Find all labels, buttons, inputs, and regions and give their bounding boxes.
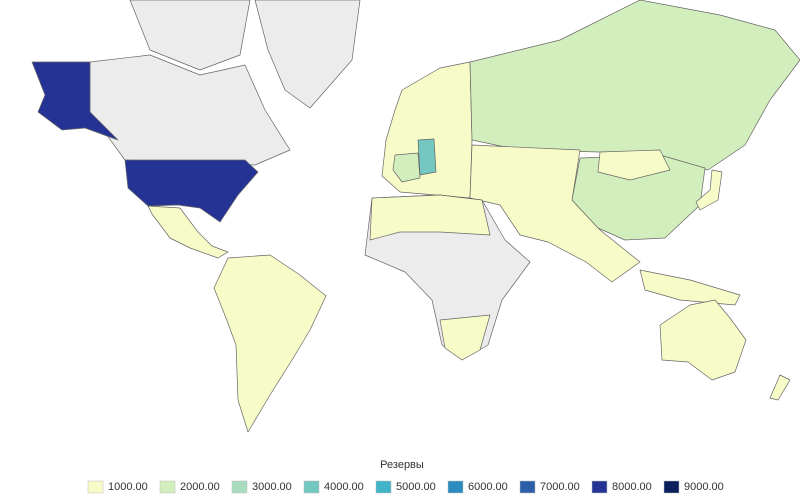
usa — [124, 159, 259, 223]
legend-label: 8000.00 — [612, 481, 652, 493]
legend-swatch — [87, 480, 104, 494]
southern-africa — [439, 314, 491, 361]
legend-label: 4000.00 — [324, 481, 364, 493]
southeast-asia — [639, 269, 741, 306]
legend-swatch — [663, 480, 680, 494]
world-map — [31, 0, 800, 433]
mongolia — [597, 149, 671, 181]
china — [571, 154, 706, 241]
legend-swatch — [591, 480, 608, 494]
new-zealand — [769, 374, 791, 401]
france — [392, 152, 421, 183]
germany — [417, 138, 437, 176]
legend-title: Резервы — [380, 459, 424, 471]
alaska — [31, 61, 119, 141]
legend-swatch — [519, 480, 536, 494]
europe — [381, 61, 473, 199]
south-america — [213, 254, 327, 433]
russia — [469, 0, 800, 171]
canada — [89, 54, 291, 166]
greenland — [254, 0, 361, 109]
legend-label: 3000.00 — [252, 481, 292, 493]
legend-label: 2000.00 — [180, 481, 220, 493]
legend-swatch — [447, 480, 464, 494]
legend-swatch — [303, 480, 320, 494]
arctic-islands — [129, 0, 251, 71]
legend-label: 7000.00 — [540, 481, 580, 493]
japan — [695, 169, 723, 211]
central-america — [147, 205, 229, 259]
legend-swatch — [375, 480, 392, 494]
legend-label: 9000.00 — [684, 481, 724, 493]
legend-label: 5000.00 — [396, 481, 436, 493]
legend-swatch — [159, 480, 176, 494]
legend-label: 6000.00 — [468, 481, 508, 493]
legend-swatch — [231, 480, 248, 494]
legend: 1000.00 2000.00 3000.00 4000.00 5000.00 6000.… — [87, 480, 724, 494]
australia — [659, 299, 747, 381]
north-africa — [369, 194, 491, 241]
legend-label: 1000.00 — [108, 481, 148, 493]
